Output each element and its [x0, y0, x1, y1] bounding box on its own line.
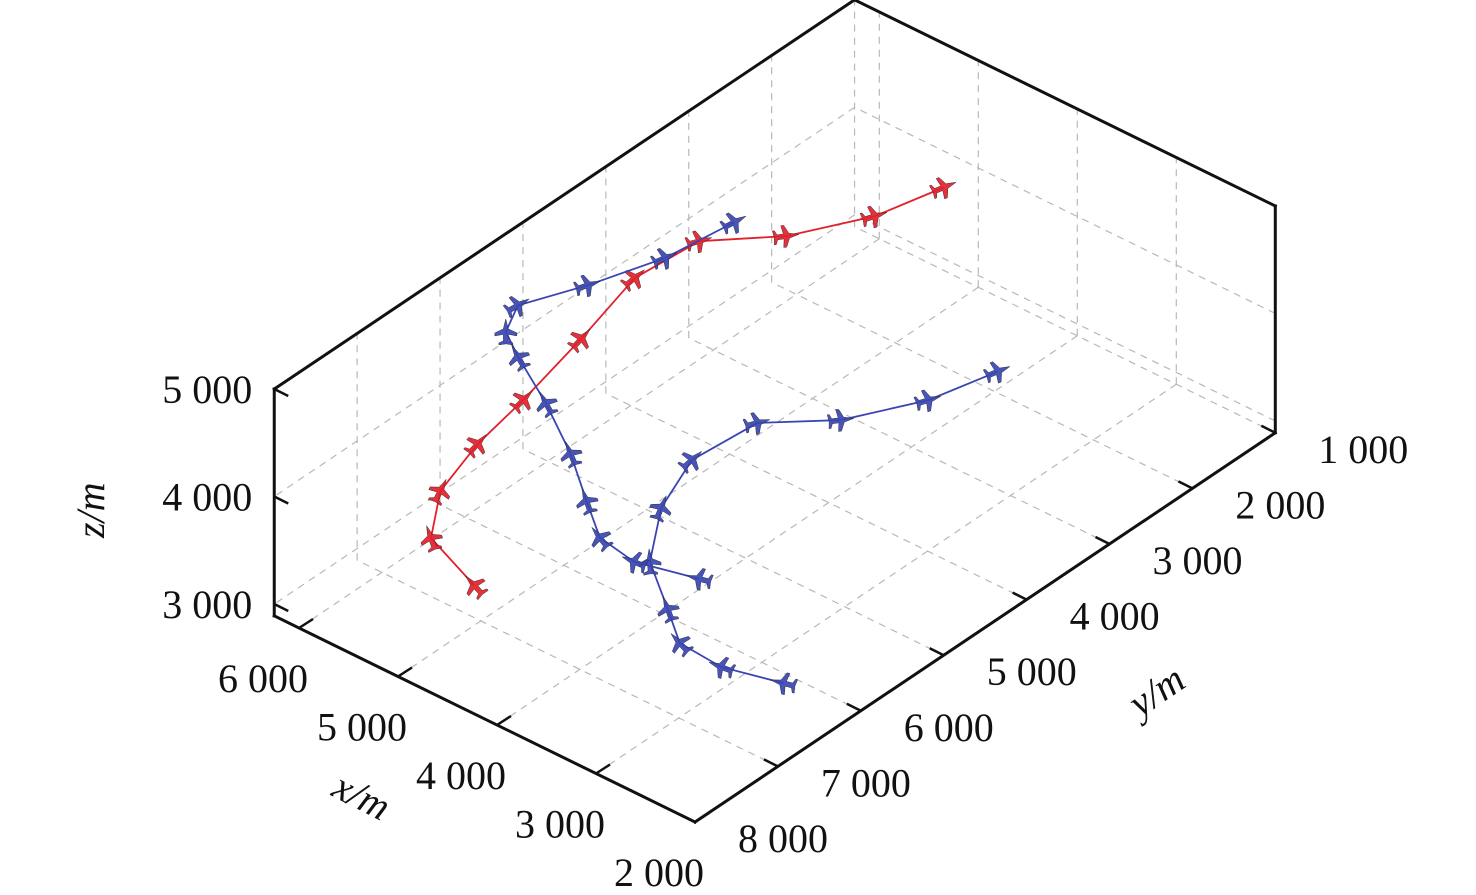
x-tick [694, 811, 710, 824]
blue-trajectory-2-aircraft-marker [621, 551, 650, 574]
floor-grid-y [771, 281, 1193, 489]
red-trajectory-aircraft-marker [567, 329, 591, 354]
blue-trajectory-2-aircraft-marker [560, 441, 583, 469]
red-trajectory-aircraft-marker [684, 230, 712, 254]
blue-trajectory-1-aircraft-marker [742, 412, 771, 435]
wall-grid-z [273, 106, 855, 498]
wall-grid-z [273, 214, 855, 605]
red-trajectory-aircraft-marker [463, 434, 487, 459]
y-tick [763, 758, 779, 768]
y-axis-title: y/m [1117, 656, 1193, 728]
y-tick-label: 4 000 [1070, 594, 1160, 639]
z-tick-label: 3 000 [162, 582, 252, 627]
z-tick-label: 4 000 [162, 475, 252, 520]
x-tick [298, 617, 314, 630]
blue-trajectory-2-aircraft-marker [494, 318, 518, 346]
blue-trajectory-1-aircraft-marker [708, 656, 737, 679]
red-trajectory-aircraft-marker [772, 225, 800, 248]
blue-trajectory-2-aircraft-marker [576, 488, 599, 516]
floor-grid-y [605, 392, 1027, 601]
y-tick [846, 702, 862, 712]
series-layer [420, 177, 1011, 696]
blue-trajectory-1-aircraft-marker [657, 596, 680, 624]
floor-grid-x [397, 286, 979, 677]
z-axis-title: z/m [68, 482, 113, 539]
z-tick [273, 602, 289, 613]
axes-box [272, 0, 1278, 825]
y-tick [1260, 424, 1276, 434]
y-tick-label: 1 000 [1318, 427, 1408, 472]
y-tick-label: 8 000 [738, 816, 828, 861]
x-tick [397, 666, 413, 678]
y-tick-label: 7 000 [821, 760, 911, 805]
y-tick [929, 647, 945, 657]
wall-grid-z2 [854, 106, 1276, 315]
blue-trajectory-2-line [504, 221, 735, 580]
y-tick [1012, 591, 1028, 601]
floor-grid-x [298, 238, 880, 629]
red-trajectory-aircraft-marker [929, 177, 957, 200]
blue-trajectory-2-aircraft-marker [502, 296, 530, 319]
red-trajectory-aircraft-marker [420, 525, 443, 553]
floor-grid-x [595, 383, 1177, 774]
x-axis-line [272, 613, 698, 825]
z-tick [273, 495, 289, 505]
x-tick [496, 714, 512, 727]
blue-trajectory-2-aircraft-marker [686, 568, 714, 591]
floor-grid-y [854, 226, 1276, 434]
red-trajectory-aircraft-marker [859, 205, 888, 229]
floor-grid-y [356, 559, 779, 767]
blue-trajectory-1-aircraft-marker [649, 495, 672, 523]
floor-grid-y [688, 337, 1110, 545]
x-tick-label: 6 000 [218, 656, 308, 701]
z-tick-label: 5 000 [162, 367, 252, 412]
red-trajectory-aircraft-marker [428, 479, 451, 506]
red-trajectory-aircraft-marker [465, 575, 489, 601]
x-tick [595, 763, 611, 775]
blue-trajectory-1-aircraft-marker [826, 409, 854, 432]
blue-trajectory-2-aircraft-marker [719, 212, 747, 235]
x-tick-label: 5 000 [317, 705, 407, 750]
y-tick-label: 6 000 [904, 705, 994, 750]
floor-grid-y [439, 504, 862, 712]
y-tick [1177, 480, 1193, 490]
blue-trajectory-1-aircraft-marker [770, 672, 798, 696]
x-tick-label: 2 000 [614, 850, 704, 895]
y-tick-label: 3 000 [1153, 538, 1243, 583]
blue-trajectory-2-aircraft-marker [573, 274, 601, 298]
y-tick [1094, 535, 1111, 546]
blue-trajectory-2-aircraft-marker [536, 391, 559, 419]
y-tick [680, 813, 696, 824]
blue-trajectory-1-aircraft-marker [913, 389, 941, 413]
x-tick-label: 4 000 [416, 753, 506, 798]
blue-trajectory-1-line [648, 370, 999, 685]
blue-trajectory-1-aircraft-marker [670, 633, 694, 658]
red-trajectory-aircraft-marker [619, 269, 645, 293]
blue-trajectory-1-aircraft-marker [677, 451, 702, 475]
y-tick-label: 5 000 [987, 649, 1077, 694]
box-edge-top-right [852, 0, 1278, 208]
floor-grid-y [522, 448, 944, 656]
blue-trajectory-2-aircraft-marker [650, 248, 678, 270]
blue-trajectory-2-aircraft-marker [508, 345, 531, 373]
axis-ticks [273, 387, 1276, 824]
wall-grid-z2 [854, 214, 1276, 422]
y-tick-label: 2 000 [1235, 482, 1325, 527]
box-edge-top-left [272, 0, 857, 392]
grid-lines [273, 0, 1276, 823]
y-axis-line [692, 430, 1278, 825]
x-tick-label: 3 000 [515, 802, 605, 847]
x-axis-title: x/m [325, 762, 398, 829]
z-tick [273, 387, 289, 398]
red-trajectory-aircraft-marker [508, 390, 533, 415]
blue-trajectory-2-aircraft-marker [591, 527, 614, 553]
blue-trajectory-1-aircraft-marker [982, 361, 1011, 384]
